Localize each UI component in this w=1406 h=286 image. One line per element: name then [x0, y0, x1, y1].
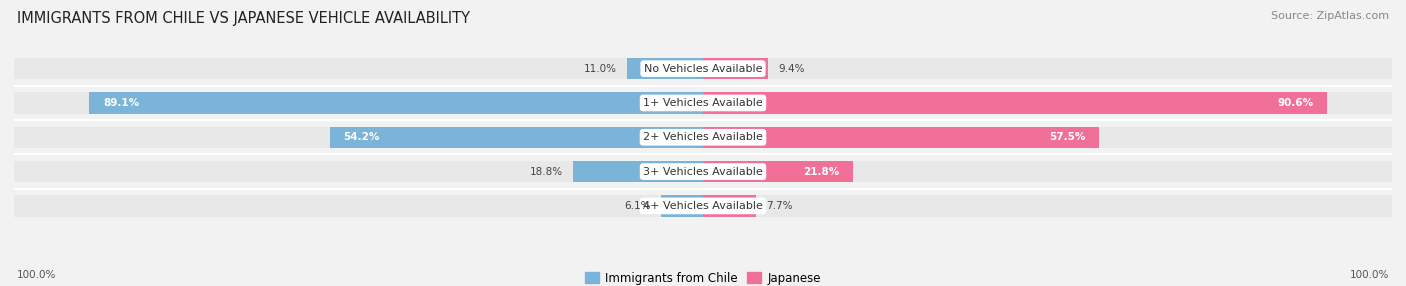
Legend: Immigrants from Chile, Japanese: Immigrants from Chile, Japanese [581, 267, 825, 286]
Bar [574, 161, 703, 182]
Bar [329, 127, 703, 148]
Text: 6.1%: 6.1% [624, 201, 651, 211]
Text: 9.4%: 9.4% [778, 64, 804, 74]
Bar [14, 92, 1392, 114]
Bar [627, 58, 703, 79]
Bar [703, 58, 768, 79]
Text: 1+ Vehicles Available: 1+ Vehicles Available [643, 98, 763, 108]
Text: 54.2%: 54.2% [343, 132, 380, 142]
Bar [661, 195, 703, 217]
Text: 2+ Vehicles Available: 2+ Vehicles Available [643, 132, 763, 142]
Bar [703, 161, 853, 182]
Text: 18.8%: 18.8% [530, 167, 564, 176]
Text: 4+ Vehicles Available: 4+ Vehicles Available [643, 201, 763, 211]
Bar [89, 92, 703, 114]
Text: No Vehicles Available: No Vehicles Available [644, 64, 762, 74]
Text: Source: ZipAtlas.com: Source: ZipAtlas.com [1271, 11, 1389, 21]
Text: 90.6%: 90.6% [1277, 98, 1313, 108]
Text: 3+ Vehicles Available: 3+ Vehicles Available [643, 167, 763, 176]
Text: 7.7%: 7.7% [766, 201, 793, 211]
Text: 100.0%: 100.0% [1350, 270, 1389, 280]
Text: 89.1%: 89.1% [103, 98, 139, 108]
Bar [14, 161, 1392, 182]
Text: 100.0%: 100.0% [17, 270, 56, 280]
Bar [703, 127, 1099, 148]
Bar [14, 127, 1392, 148]
Text: IMMIGRANTS FROM CHILE VS JAPANESE VEHICLE AVAILABILITY: IMMIGRANTS FROM CHILE VS JAPANESE VEHICL… [17, 11, 470, 26]
Text: 21.8%: 21.8% [803, 167, 839, 176]
Bar [703, 195, 756, 217]
Text: 57.5%: 57.5% [1049, 132, 1085, 142]
Bar [14, 195, 1392, 217]
Bar [14, 58, 1392, 79]
Bar [703, 92, 1327, 114]
Text: 11.0%: 11.0% [583, 64, 617, 74]
